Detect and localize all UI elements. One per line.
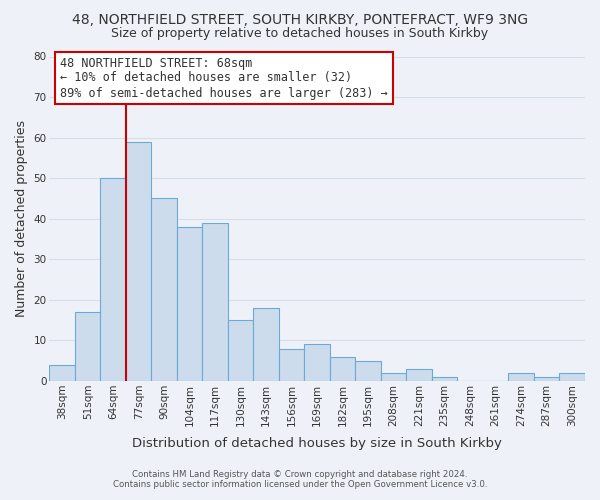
Bar (330, 356, 355, 381)
Bar (534, 377, 559, 381)
Bar (228, 320, 253, 381)
Bar (75, 312, 100, 381)
Bar (304, 344, 330, 381)
Text: 48, NORTHFIELD STREET, SOUTH KIRKBY, PONTEFRACT, WF9 3NG: 48, NORTHFIELD STREET, SOUTH KIRKBY, PON… (72, 12, 528, 26)
Y-axis label: Number of detached properties: Number of detached properties (15, 120, 28, 317)
Bar (151, 198, 177, 381)
X-axis label: Distribution of detached houses by size in South Kirkby: Distribution of detached houses by size … (132, 437, 502, 450)
Bar (559, 373, 585, 381)
Bar (253, 308, 279, 381)
Bar (177, 227, 202, 381)
Bar (49, 365, 75, 381)
Text: Size of property relative to detached houses in South Kirkby: Size of property relative to detached ho… (112, 28, 488, 40)
Bar (381, 373, 406, 381)
Bar (432, 377, 457, 381)
Bar (126, 142, 151, 381)
Bar (100, 178, 126, 381)
Bar (355, 360, 381, 381)
Bar (406, 369, 432, 381)
Bar (279, 348, 304, 381)
Bar (508, 373, 534, 381)
Bar (202, 223, 228, 381)
Text: 48 NORTHFIELD STREET: 68sqm
← 10% of detached houses are smaller (32)
89% of sem: 48 NORTHFIELD STREET: 68sqm ← 10% of det… (60, 56, 388, 100)
Text: Contains HM Land Registry data © Crown copyright and database right 2024.
Contai: Contains HM Land Registry data © Crown c… (113, 470, 487, 489)
